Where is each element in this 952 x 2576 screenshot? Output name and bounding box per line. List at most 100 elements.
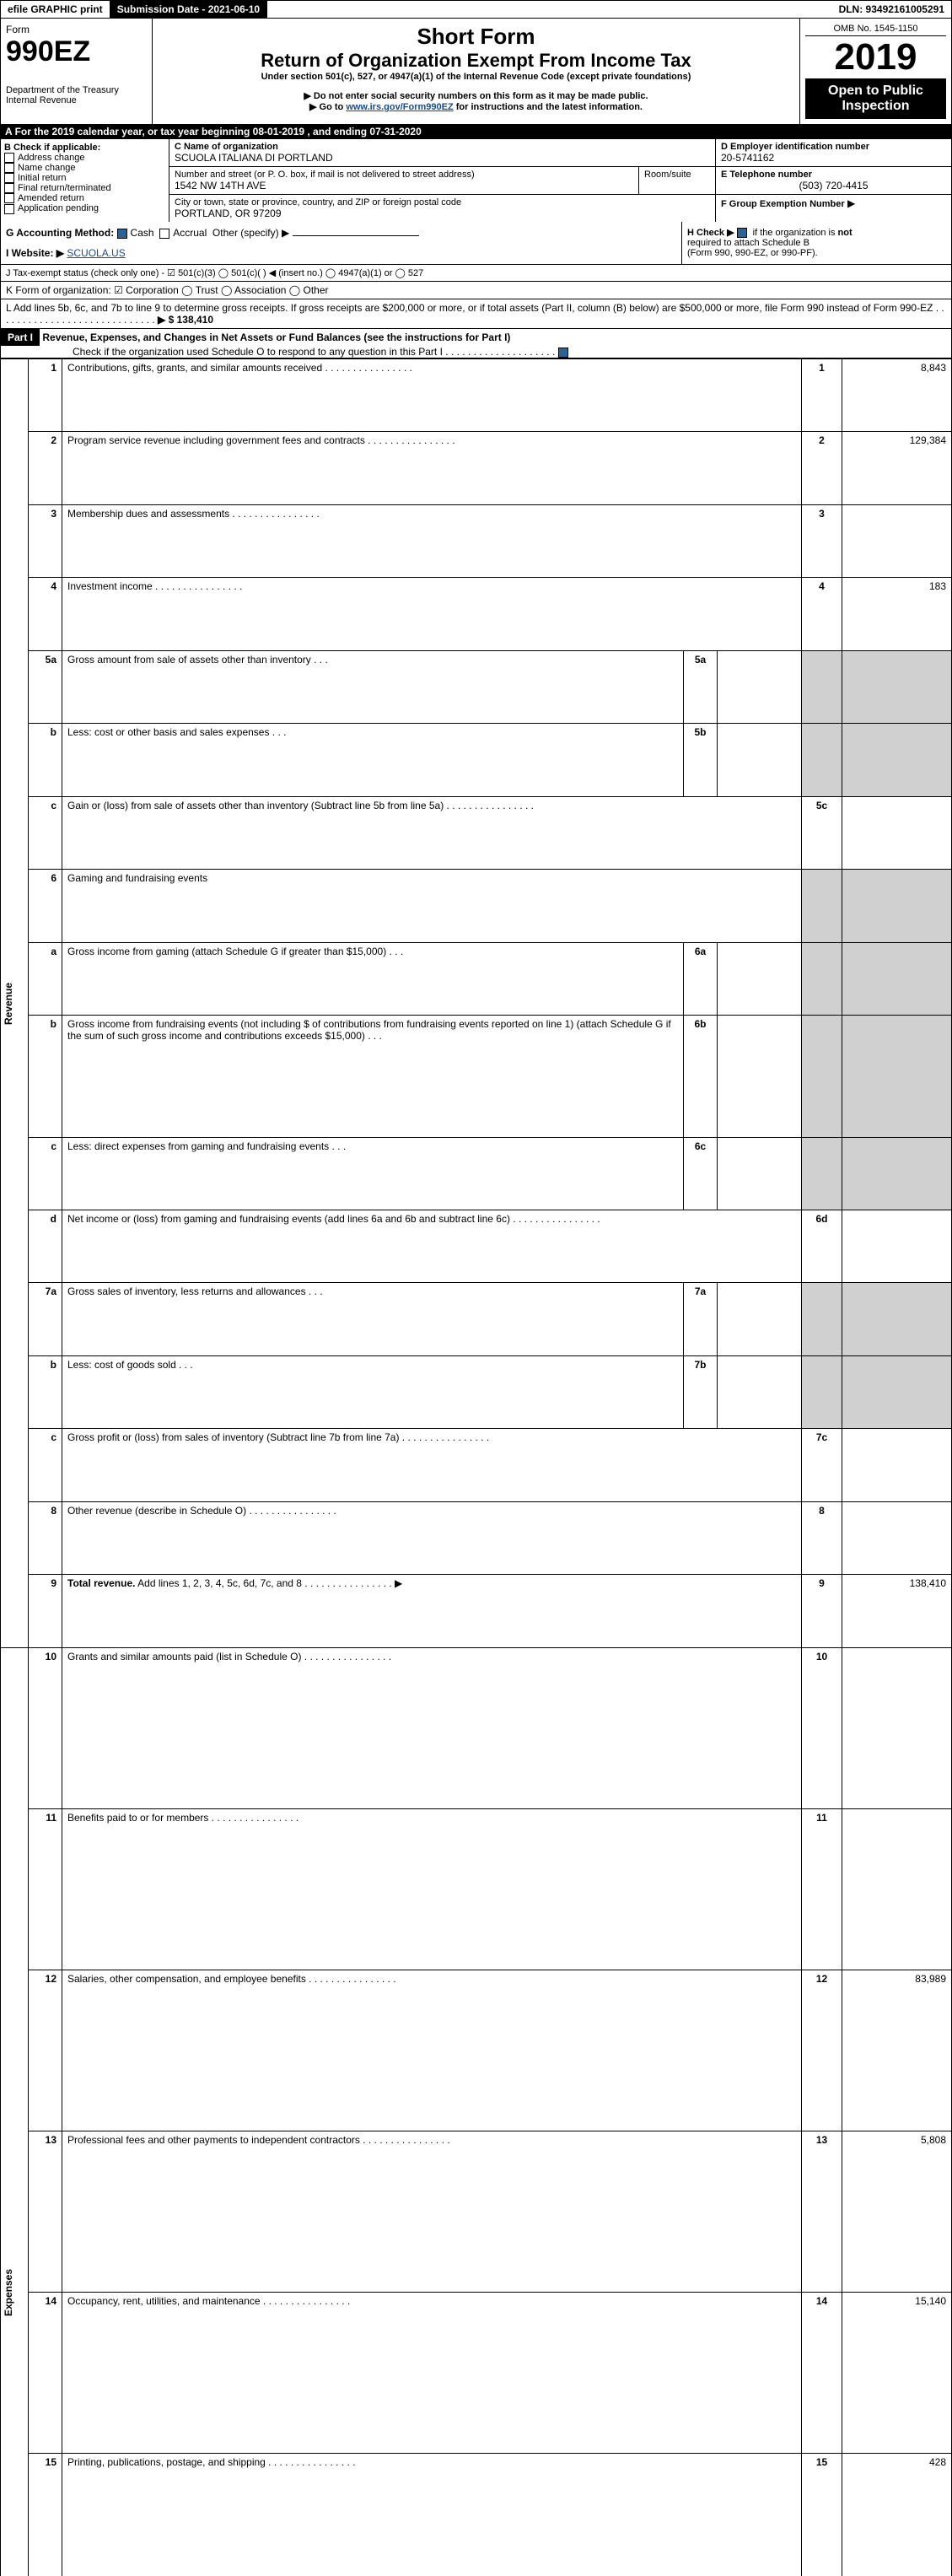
line-number: 1 — [29, 359, 62, 432]
box-b-option[interactable]: Address change — [4, 153, 165, 163]
line-number: 10 — [29, 1648, 62, 1809]
line-ref-number: 2 — [802, 432, 842, 504]
line-ref-number: 6d — [802, 1210, 842, 1282]
sub-line-box: 7a — [684, 1283, 718, 1355]
form-header: Form 990EZ Department of the Treasury In… — [0, 19, 952, 124]
line-number: 4 — [29, 578, 62, 650]
line-j: J Tax-exempt status (check only one) - ☑… — [0, 265, 952, 282]
line-amount: 5,808 — [842, 2131, 952, 2293]
box-b-option[interactable]: Application pending — [4, 203, 165, 213]
line-text: Gaming and fundraising events — [62, 870, 802, 942]
phone-value: (503) 720-4415 — [721, 180, 946, 191]
section-label: Revenue — [1, 359, 29, 1648]
line-ref-number: 5c — [802, 796, 842, 869]
sub-line-box: 6a — [684, 942, 718, 1015]
line-amount: 15,140 — [842, 2293, 952, 2454]
accrual-checkbox[interactable] — [159, 229, 169, 239]
period-bar: A For the 2019 calendar year, or tax yea… — [0, 124, 952, 139]
line-amount: 183 — [842, 578, 952, 650]
line-text: Less: direct expenses from gaming and fu… — [62, 1137, 684, 1210]
note-ssn: ▶ Do not enter social security numbers o… — [158, 90, 794, 101]
line-text: Gross income from fundraising events (no… — [62, 1016, 684, 1137]
part1-check[interactable] — [558, 348, 568, 358]
website-link[interactable]: SCUOLA.US — [67, 247, 125, 259]
line-amount: 8,843 — [842, 359, 952, 432]
dept-label: Department of the Treasury — [6, 85, 147, 95]
sub-line-box: 5a — [684, 650, 718, 723]
line-ref-number: 14 — [802, 2293, 842, 2454]
box-b-option[interactable]: Amended return — [4, 193, 165, 203]
org-name: SCUOLA ITALIANA DI PORTLAND — [175, 152, 710, 164]
submission-date-button[interactable]: Submission Date - 2021-06-10 — [110, 1, 267, 18]
line-ref-number: 4 — [802, 578, 842, 650]
line-text: Salaries, other compensation, and employ… — [62, 1970, 802, 2131]
line-text: Total revenue. Add lines 1, 2, 3, 4, 5c,… — [62, 1575, 802, 1648]
cash-checkbox[interactable] — [117, 229, 127, 239]
identity-block: B Check if applicable: Address changeNam… — [0, 139, 952, 222]
line-number: 13 — [29, 2131, 62, 2293]
title-return: Return of Organization Exempt From Incom… — [158, 50, 794, 72]
line-ref-number: 9 — [802, 1575, 842, 1648]
line-ref-number: 12 — [802, 1970, 842, 2131]
line-number: 14 — [29, 2293, 62, 2454]
line-text: Gross amount from sale of assets other t… — [62, 650, 684, 723]
line-text: Benefits paid to or for members . . . . … — [62, 1809, 802, 1970]
line-h-2: required to attach Schedule B — [687, 238, 946, 248]
line-number: 8 — [29, 1501, 62, 1574]
sub-line-box: 6c — [684, 1137, 718, 1210]
line-text: Gross profit or (loss) from sales of inv… — [62, 1429, 802, 1501]
org-city: PORTLAND, OR 97209 — [175, 207, 710, 219]
sub-line-value — [718, 942, 802, 1015]
line-text: Gain or (loss) from sale of assets other… — [62, 796, 802, 869]
accrual-label: Accrual — [173, 227, 207, 239]
line-ref-number: 11 — [802, 1809, 842, 1970]
section-label: Expenses — [1, 1648, 29, 2576]
ein-value: 20-5741162 — [721, 152, 946, 164]
line-text: Investment income . . . . . . . . . . . … — [62, 578, 802, 650]
box-e-label: E Telephone number — [721, 170, 946, 180]
sub-line-value — [718, 724, 802, 796]
line-number: 3 — [29, 504, 62, 577]
line-amount — [842, 1210, 952, 1282]
sub-line-value — [718, 1137, 802, 1210]
line-amount — [842, 1501, 952, 1574]
line-amount — [842, 1648, 952, 1809]
h-checkbox[interactable] — [737, 228, 747, 238]
other-label: Other (specify) ▶ — [212, 227, 289, 239]
line-number: 5a — [29, 650, 62, 723]
sub-line-value — [718, 1016, 802, 1137]
line-text: Other revenue (describe in Schedule O) .… — [62, 1501, 802, 1574]
box-b-option[interactable]: Initial return — [4, 173, 165, 183]
irs-link[interactable]: www.irs.gov/Form990EZ — [346, 102, 453, 112]
line-number: 6 — [29, 870, 62, 942]
line-number: 9 — [29, 1575, 62, 1648]
line-g-label: G Accounting Method: — [6, 227, 114, 239]
line-number: b — [29, 724, 62, 796]
sub-line-box: 7b — [684, 1355, 718, 1428]
room-suite-label: Room/suite — [639, 167, 715, 194]
subtitle: Under section 501(c), 527, or 4947(a)(1)… — [158, 72, 794, 82]
line-i-label: I Website: ▶ — [6, 247, 64, 259]
line-l: L Add lines 5b, 6c, and 7b to line 9 to … — [0, 299, 952, 329]
line-ref-number: 7c — [802, 1429, 842, 1501]
box-f-label: F Group Exemption Number — [721, 199, 845, 209]
line-amount — [842, 1809, 952, 1970]
line-ref-number: 1 — [802, 359, 842, 432]
line-amount — [842, 504, 952, 577]
box-b-option[interactable]: Final return/terminated — [4, 183, 165, 193]
line-number: a — [29, 942, 62, 1015]
part1-label: Part I — [1, 329, 40, 346]
irs-label: Internal Revenue — [6, 95, 147, 105]
sub-line-value — [718, 650, 802, 723]
line-ref-number: 3 — [802, 504, 842, 577]
line-ref-number: 13 — [802, 2131, 842, 2293]
form-word: Form — [6, 24, 147, 35]
line-number: b — [29, 1355, 62, 1428]
line-number: 15 — [29, 2454, 62, 2576]
part1-title: Revenue, Expenses, and Changes in Net As… — [42, 331, 510, 343]
open-public-badge: Open to Public Inspection — [805, 78, 946, 119]
line-ref-number: 8 — [802, 1501, 842, 1574]
line-number: 12 — [29, 1970, 62, 2131]
line-text: Less: cost of goods sold . . . — [62, 1355, 684, 1428]
box-b-option[interactable]: Name change — [4, 163, 165, 173]
